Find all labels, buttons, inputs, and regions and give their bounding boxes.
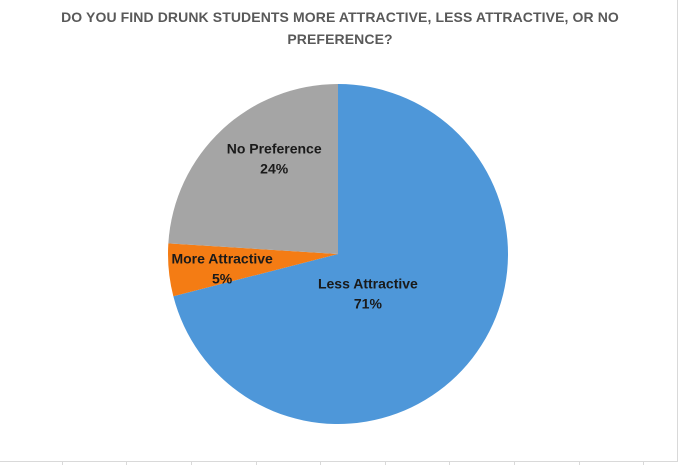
bottom-gridline-ticks	[0, 459, 680, 465]
slice-percent-label: 24%	[260, 161, 289, 177]
tick-mark	[62, 461, 63, 465]
tick-mark	[449, 461, 450, 465]
tick-mark	[385, 461, 386, 465]
tick-mark	[256, 461, 257, 465]
slice-category-label: More Attractive	[171, 251, 273, 267]
chart-title: DO YOU FIND DRUNK STUDENTS MORE ATTRACTI…	[61, 9, 619, 47]
slice-category-label: No Preference	[227, 141, 322, 157]
slice-percent-label: 71%	[354, 295, 383, 311]
pie-slice-no-preference	[168, 84, 338, 254]
tick-mark	[514, 461, 515, 465]
pie-slice-more-attractive	[168, 243, 338, 297]
tick-mark	[643, 461, 644, 465]
slice-category-label: Less Attractive	[318, 275, 418, 291]
tick-mark	[320, 461, 321, 465]
tick-mark	[126, 461, 127, 465]
pie-slice-less-attractive	[173, 84, 508, 424]
tick-mark	[579, 461, 580, 465]
tick-mark	[191, 461, 192, 465]
slice-percent-label: 5%	[212, 271, 233, 287]
